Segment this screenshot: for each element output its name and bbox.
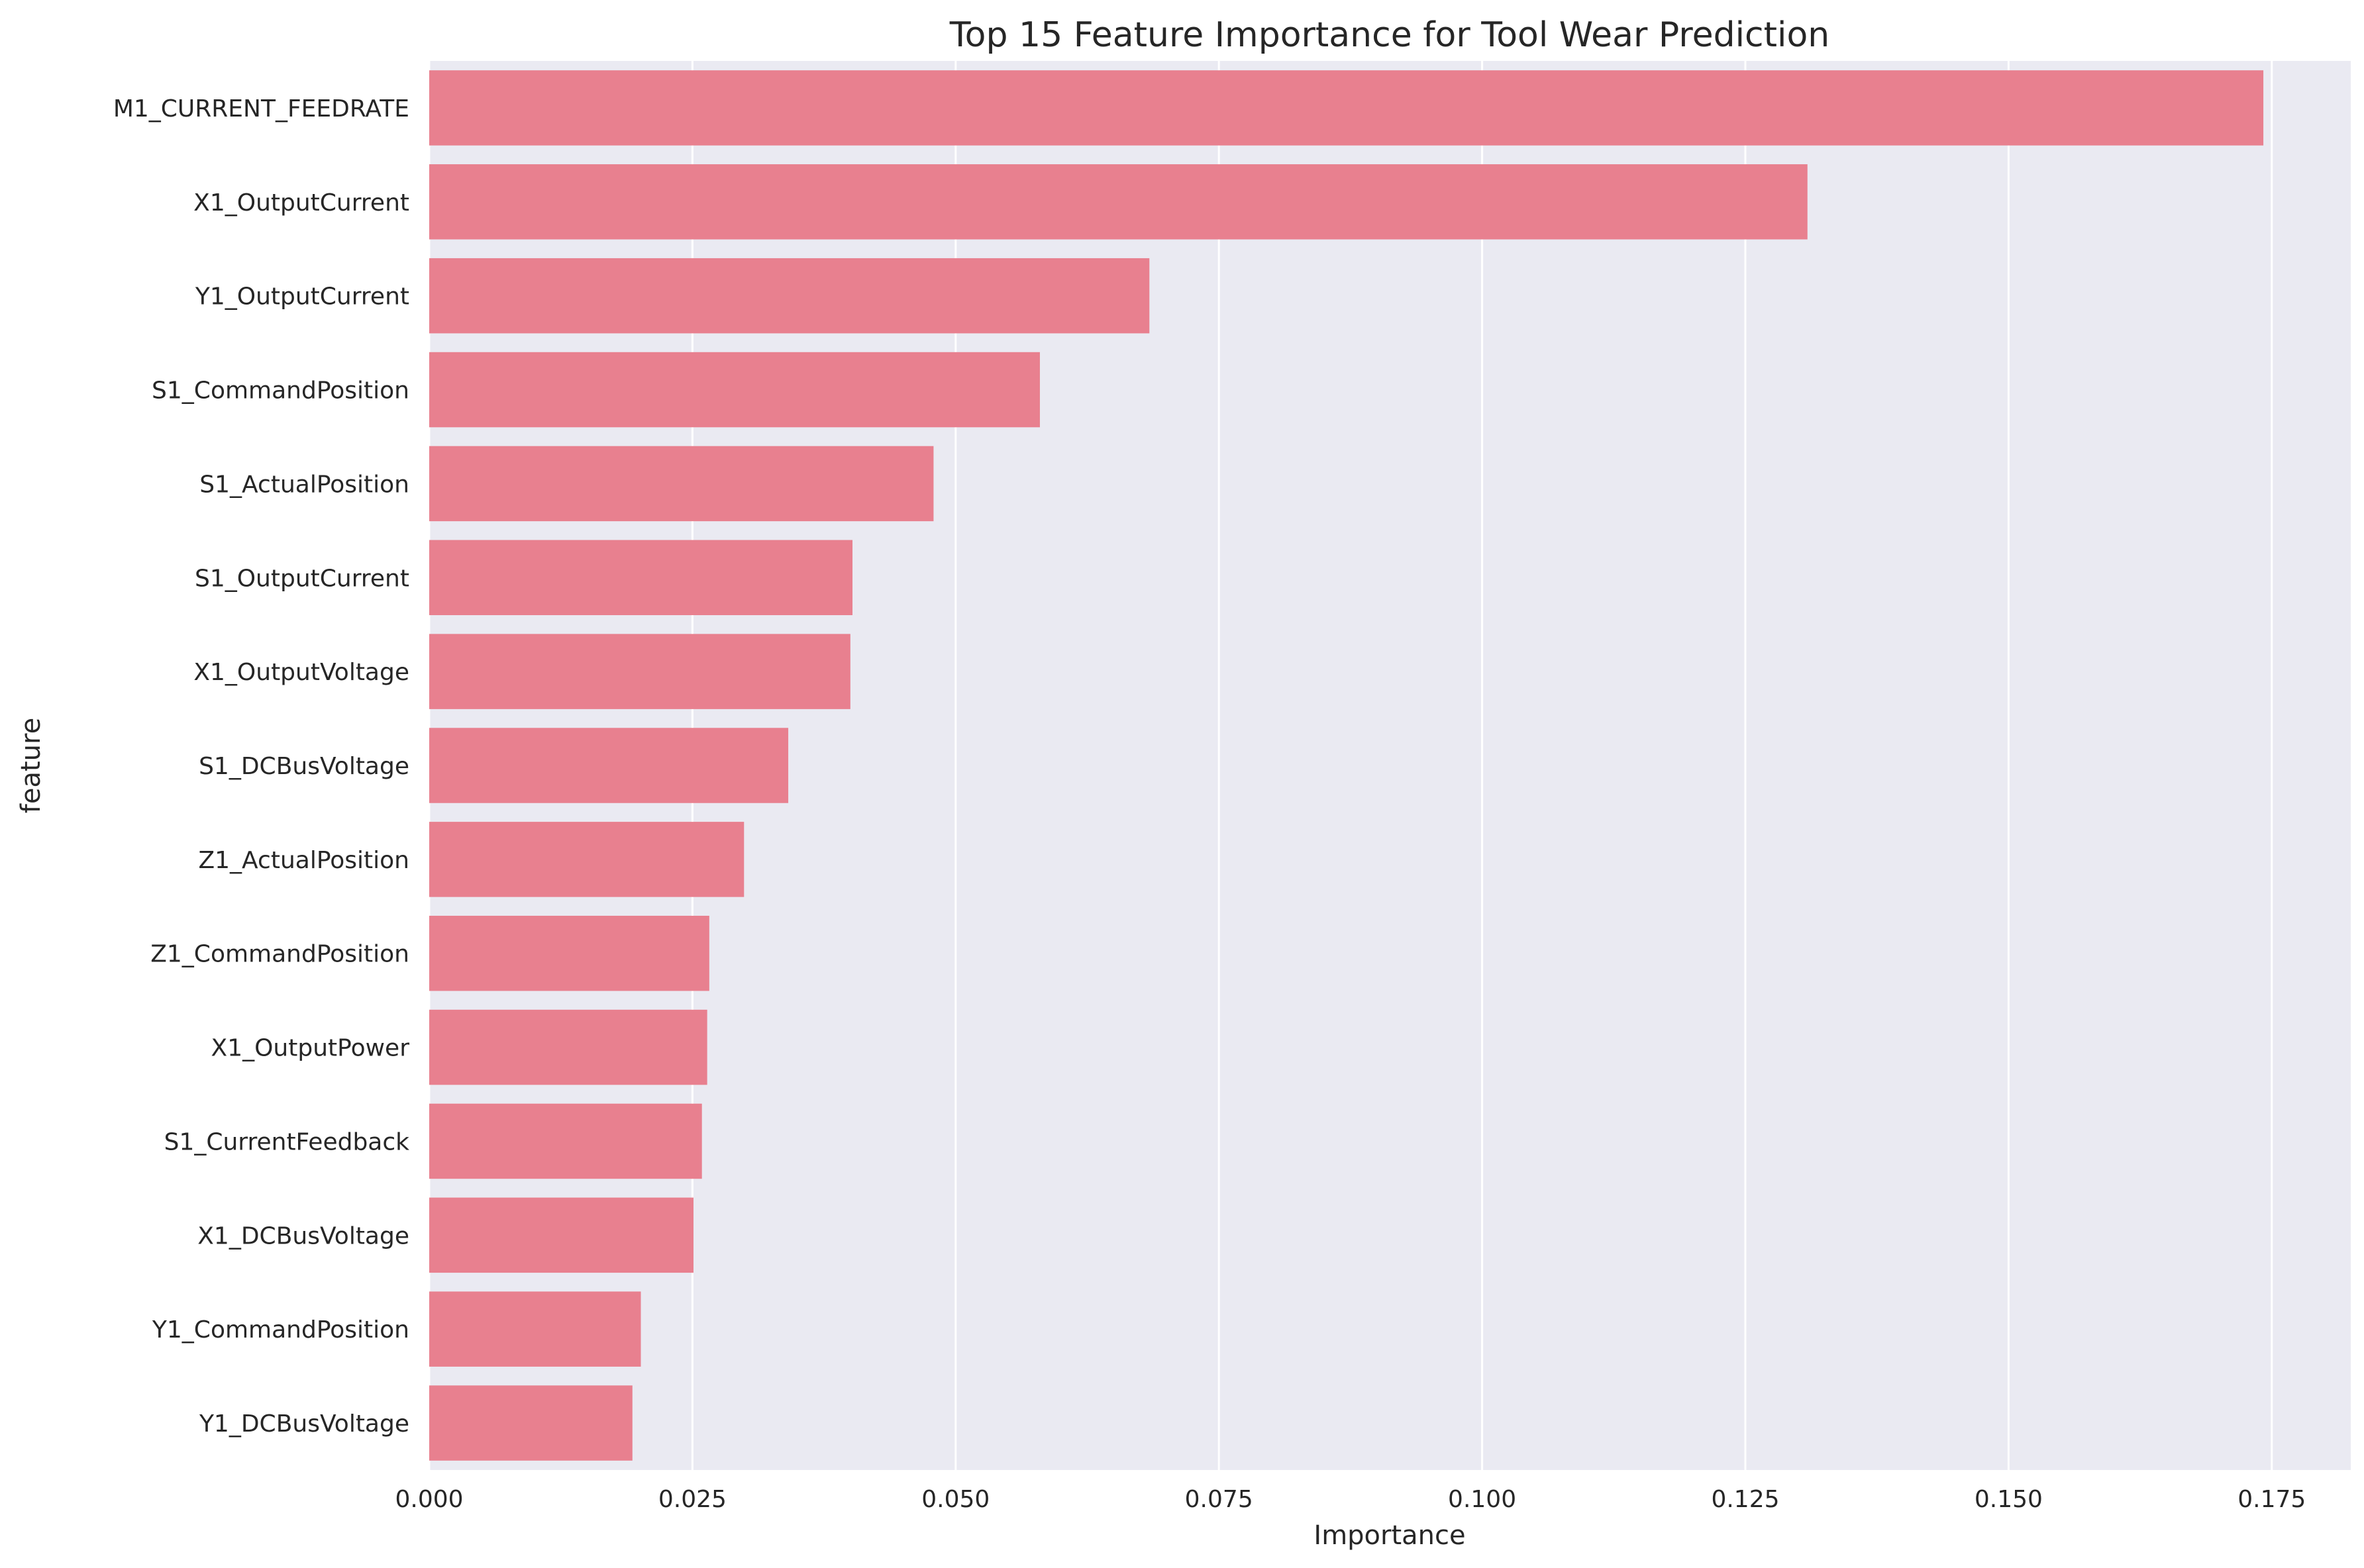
bar — [429, 540, 853, 616]
x-tick-label: 0.100 — [1448, 1486, 1516, 1513]
y-tick-label: X1_OutputPower — [211, 1035, 410, 1062]
bar — [429, 915, 709, 991]
x-tick-label: 0.125 — [1711, 1486, 1779, 1513]
y-tick-label: X1_OutputVoltage — [193, 659, 409, 686]
bar — [429, 1291, 641, 1367]
y-tick-label: S1_CommandPosition — [152, 377, 409, 405]
x-tick-label: 0.050 — [921, 1486, 990, 1513]
y-tick-label: S1_ActualPosition — [199, 471, 409, 498]
y-tick-label: S1_DCBusVoltage — [199, 753, 409, 780]
x-tick-label: 0.175 — [2237, 1486, 2306, 1513]
y-tick-label: Y1_OutputCurrent — [195, 283, 409, 311]
x-tick-label: 0.150 — [1975, 1486, 2043, 1513]
y-tick-labels: M1_CURRENT_FEEDRATE X1_OutputCurrent Y1_Ou… — [113, 95, 409, 1438]
bar — [429, 1103, 702, 1179]
bar — [429, 446, 934, 522]
chart-title: Top 15 Feature Importance for Tool Wear … — [949, 15, 1830, 55]
y-axis-label: feature — [16, 718, 46, 813]
x-tick-label: 0.025 — [658, 1486, 727, 1513]
bar — [429, 1197, 694, 1273]
x-tick-label: 0.075 — [1185, 1486, 1253, 1513]
bars — [429, 70, 2264, 1461]
bar — [429, 70, 2264, 146]
y-tick-label: S1_OutputCurrent — [195, 565, 409, 592]
y-tick-label: Z1_ActualPosition — [198, 847, 409, 874]
x-tick-labels: 0.000 0.025 0.050 0.075 0.100 0.125 0.150 0.175 — [395, 1486, 2306, 1513]
bar — [429, 1009, 707, 1085]
bar — [429, 352, 1040, 428]
bar — [429, 634, 850, 709]
bar — [429, 822, 745, 897]
y-tick-label: Y1_DCBusVoltage — [199, 1410, 409, 1438]
y-tick-label: X1_OutputCurrent — [193, 189, 409, 217]
x-axis-label: Importance — [1313, 1520, 1465, 1551]
y-tick-label: Z1_CommandPosition — [150, 941, 409, 968]
y-tick-label: X1_DCBusVoltage — [197, 1222, 409, 1250]
y-tick-label: S1_CurrentFeedback — [164, 1128, 410, 1155]
bar — [429, 164, 1808, 240]
bar — [429, 728, 789, 803]
bar — [429, 1385, 633, 1461]
bar — [429, 258, 1150, 334]
y-tick-label: M1_CURRENT_FEEDRATE — [113, 95, 409, 122]
y-tick-label: Y1_CommandPosition — [152, 1316, 409, 1344]
x-tick-label: 0.000 — [395, 1486, 463, 1513]
